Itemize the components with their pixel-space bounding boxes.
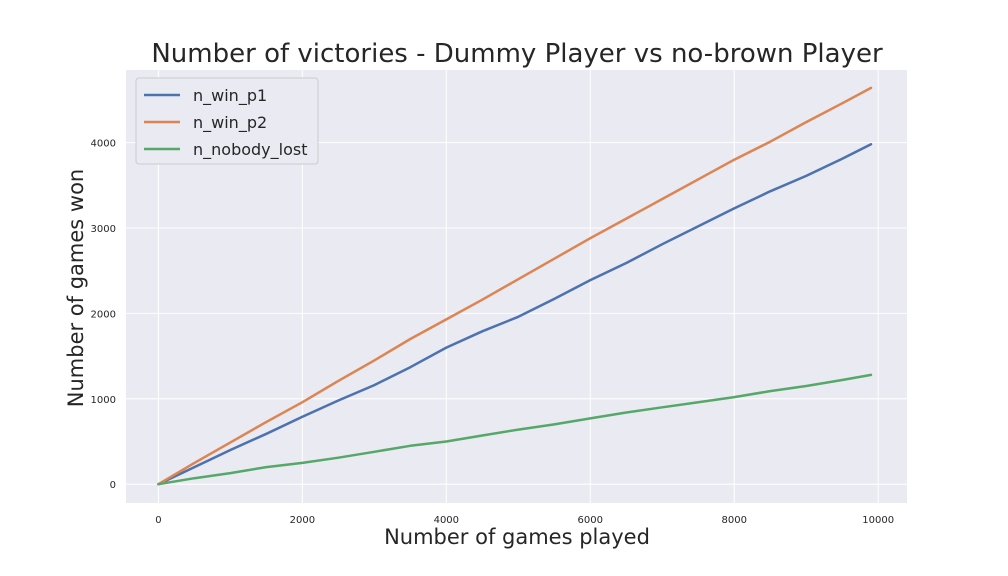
y-tick-label: 0 xyxy=(110,480,116,491)
legend-label: n_win_p1 xyxy=(193,86,267,106)
x-tick-label: 6000 xyxy=(578,515,603,526)
series-lines xyxy=(157,86,873,486)
series-line-n_nobody_lost xyxy=(157,373,873,486)
grid-lines xyxy=(126,70,907,503)
x-tick-label: 2000 xyxy=(290,515,315,526)
legend-label: n_win_p2 xyxy=(193,113,267,133)
series-line-n_win_p1 xyxy=(157,143,873,486)
x-tick-label: 10000 xyxy=(862,515,894,526)
legend-box xyxy=(135,77,319,165)
x-tick-label: 4000 xyxy=(434,515,459,526)
y-tick-label: 3000 xyxy=(91,224,116,235)
y-tick-label: 4000 xyxy=(91,139,116,150)
x-tick-label: 0 xyxy=(155,515,161,526)
x-tick-label: 8000 xyxy=(722,515,747,526)
legend: n_win_p1 n_win_p2 n_nobody_lost xyxy=(135,77,319,165)
x-axis-ticks: 0 2000 4000 6000 8000 10000 xyxy=(155,515,894,526)
chart-title: Number of victories - Dummy Player vs no… xyxy=(151,39,883,69)
y-tick-label: 2000 xyxy=(91,309,116,320)
y-tick-label: 1000 xyxy=(91,395,116,406)
x-axis-label: Number of games played xyxy=(384,525,650,549)
y-axis-ticks: 0 1000 2000 3000 4000 xyxy=(91,139,116,492)
series-line-n_win_p2 xyxy=(157,86,873,486)
y-axis-label: Number of games won xyxy=(64,169,88,407)
legend-label: n_nobody_lost xyxy=(193,140,307,160)
